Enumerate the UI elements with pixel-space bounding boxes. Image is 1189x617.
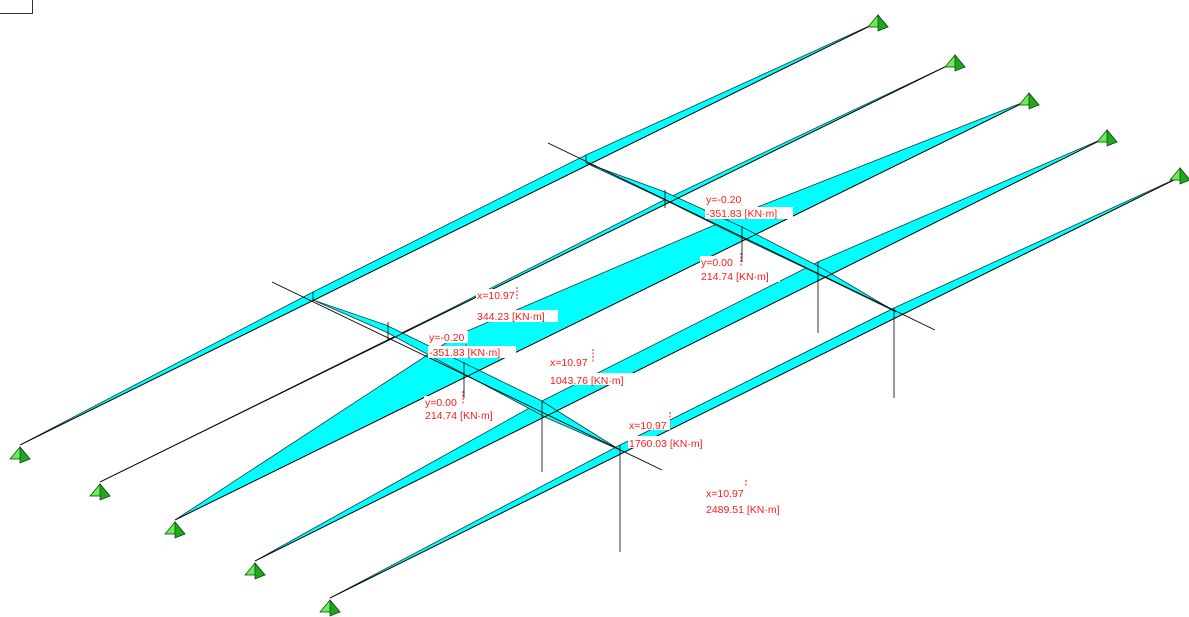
cross-beam-2-axis: [547, 142, 936, 331]
viewport-corner-box: [0, 0, 33, 14]
pinned-support-icon: [319, 599, 341, 617]
cross-beam-1-label-top-value: -351.83 [KN·m]: [429, 347, 500, 359]
girder-2-label: x=10.97 1043.76 [KN·m]: [549, 349, 639, 387]
cross-beam-1-label-mid-value: 214.74 [KN·m]: [425, 410, 493, 422]
girder-1-label: x=10.97 344.23 [KN·m]: [476, 287, 558, 323]
cross-beam-2-label-mid-value: 214.74 [KN·m]: [701, 271, 769, 283]
cross-beam-1-axis: [271, 281, 663, 471]
girder-4-label-x: x=10.97: [706, 488, 744, 500]
pinned-support-icon: [1169, 167, 1189, 185]
girder-2-label-x: x=10.97: [550, 357, 588, 369]
pinned-support-icon: [944, 54, 966, 72]
girder-2-label-value: 1043.76 [KN·m]: [550, 375, 624, 387]
cross-beam-2-label-mid-y: y=0.00: [701, 257, 733, 269]
girder-1-label-value: 344.23 [KN·m]: [477, 311, 545, 323]
cross-beam-2-diagram: [585, 162, 897, 313]
cross-beam-2-label-top-y: y=-0.20: [706, 194, 741, 206]
girder-4-label-value: 2489.51 [KN·m]: [706, 504, 780, 516]
pinned-support-icon: [1096, 129, 1118, 147]
pinned-support-icon: [164, 521, 186, 539]
girder-3-label: x=10.97 1760.03 [KN·m]: [628, 412, 718, 450]
pinned-support-icon: [867, 14, 889, 32]
result-labels: x=10.97 344.23 [KN·m] x=10.97 1043.76 [K…: [424, 193, 795, 516]
beam-axes: [19, 21, 1185, 599]
pinned-support-icon: [1018, 92, 1040, 110]
cross-beam-1-label-top-y: y=-0.20: [429, 332, 464, 344]
cross-beam-1-label-top: y=-0.20 -351.83 [KN·m]: [428, 331, 516, 359]
pinned-support-icon: [89, 483, 111, 501]
girder-3-label-x: x=10.97: [629, 420, 667, 432]
supports: [9, 14, 1189, 617]
max-ordinates: [312, 155, 895, 552]
pinned-support-icon: [9, 446, 31, 464]
cross-beam-2-label-mid: y=0.00 214.74 [KN·m]: [700, 253, 780, 283]
girder-4-label: x=10.97 2489.51 [KN·m]: [705, 480, 795, 516]
girder-1-label-x: x=10.97: [477, 290, 515, 302]
cross-beam-2-label-top-value: -351.83 [KN·m]: [706, 208, 777, 220]
pinned-support-icon: [244, 562, 266, 580]
cross-beam-2-label-top: y=-0.20 -351.83 [KN·m]: [705, 193, 793, 220]
girder-3-label-value: 1760.03 [KN·m]: [629, 438, 703, 450]
cross-beam-1-label-mid-y: y=0.00: [425, 397, 457, 409]
cross-beam-1-label-mid: y=0.00 214.74 [KN·m]: [424, 391, 506, 422]
